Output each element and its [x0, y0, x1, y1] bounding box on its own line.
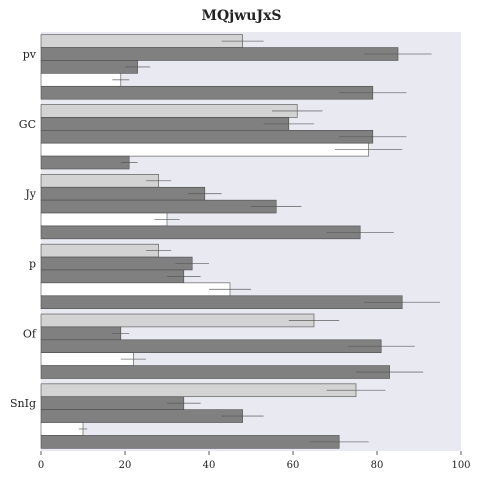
- bar-Of-s5: [40, 365, 390, 379]
- bar-p-s1: [40, 243, 159, 258]
- bar-pv-s4: [40, 73, 122, 87]
- y-tick-label-SnIg: SnIg: [10, 397, 36, 410]
- bar-GC-s5: [40, 155, 130, 170]
- bar-Of-s1: [40, 313, 315, 328]
- bar-Of-s4: [40, 352, 134, 366]
- y-tick-label-p: p: [29, 258, 36, 271]
- bar-SnIg-s3: [40, 409, 243, 423]
- bar-pv-s5: [40, 85, 374, 100]
- bar-Jy-s5: [40, 225, 361, 240]
- y-tick-label-pv: pv: [23, 48, 37, 61]
- x-tick-label-100: 100: [451, 460, 470, 471]
- x-tick-label-40: 40: [203, 460, 216, 471]
- bar-p-s4: [40, 282, 231, 297]
- error-bar-layer: [78, 40, 440, 443]
- bar-pv-s1: [40, 34, 243, 48]
- x-tick-label-0: 0: [38, 460, 44, 471]
- bar-layer: [40, 34, 403, 449]
- y-axis: pv GC Jy p Of SnIg: [10, 48, 37, 410]
- bar-p-s3: [40, 269, 185, 284]
- bar-Jy-s4: [40, 212, 168, 227]
- bar-SnIg-s1: [40, 383, 357, 398]
- x-tick-label-60: 60: [287, 460, 300, 471]
- bar-pv-s2: [40, 47, 399, 61]
- bar-pv-s3: [40, 60, 138, 74]
- bar-GC-s1: [40, 104, 298, 118]
- bar-Jy-s3: [40, 199, 277, 214]
- bar-p-s2: [40, 256, 193, 271]
- x-tick-label-20: 20: [119, 460, 132, 471]
- bar-GC-s4: [40, 142, 369, 157]
- y-tick-label-Of: Of: [23, 327, 37, 340]
- plot-background: [41, 32, 461, 451]
- bar-SnIg-s4: [40, 422, 84, 436]
- bar-SnIg-s5: [40, 435, 340, 449]
- bar-Jy-s2: [40, 186, 206, 201]
- chart-title: MQjwuJxS: [201, 8, 282, 24]
- y-tick-label-Jy: Jy: [24, 188, 36, 201]
- bar-p-s5: [40, 295, 403, 309]
- x-axis: 0 20 40 60 80 100: [38, 451, 471, 471]
- y-tick-label-GC: GC: [19, 118, 36, 131]
- bar-GC-s3: [40, 130, 374, 144]
- bar-Of-s2: [40, 326, 122, 341]
- bar-Jy-s1: [40, 174, 159, 188]
- bar-GC-s2: [40, 117, 290, 131]
- x-tick-label-80: 80: [371, 460, 384, 471]
- bar-SnIg-s2: [40, 396, 185, 410]
- bar-Of-s3: [40, 339, 382, 353]
